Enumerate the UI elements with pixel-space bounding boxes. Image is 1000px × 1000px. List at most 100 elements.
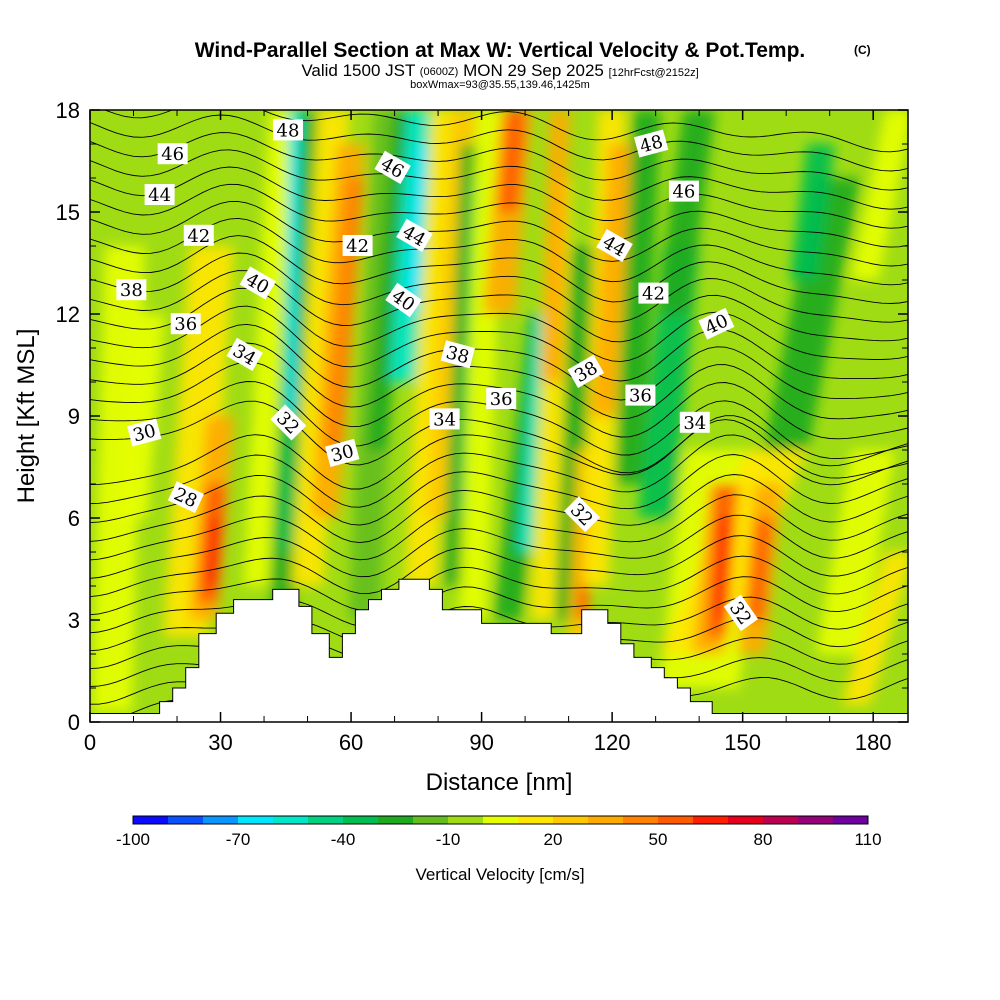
contour-label-box xyxy=(429,408,460,430)
pot-temp-contour xyxy=(90,114,908,172)
colorbar-tick-label: 80 xyxy=(754,830,773,849)
contour-label-box xyxy=(170,313,201,335)
contour-label: 34 xyxy=(679,411,710,434)
contour-label-text: 42 xyxy=(642,284,665,305)
contour-label-text: 34 xyxy=(683,413,706,434)
contour-label-box xyxy=(396,218,433,252)
chart-title: Wind-Parallel Section at Max W: Vertical… xyxy=(195,39,806,62)
pot-temp-contour xyxy=(90,149,908,210)
contour-label: 44 xyxy=(144,184,175,206)
contour-label-box xyxy=(374,150,411,184)
contour-label: 42 xyxy=(183,224,214,247)
x-tick-label: 0 xyxy=(84,730,96,755)
pot-temp-contour xyxy=(90,235,908,304)
contour-label-text: 36 xyxy=(629,386,652,407)
x-tick-label: 180 xyxy=(855,730,892,755)
pot-temp-contour xyxy=(90,323,908,401)
y-tick-label: 6 xyxy=(68,506,80,531)
pot-temp-contour xyxy=(90,514,908,579)
colorbar-tick-label: 110 xyxy=(854,830,881,849)
pot-temp-contour xyxy=(90,200,908,267)
chart-subtitle: Valid 1500 JST (0600Z) MON 29 Sep 2025 [… xyxy=(301,60,698,80)
colorbar: -100 -70 -40 -10 20 50 80 110 xyxy=(116,815,882,849)
contour-label-text: 34 xyxy=(433,409,456,430)
contour-label-text: 42 xyxy=(187,226,210,247)
x-tick-label: 30 xyxy=(208,730,232,755)
contour-label-box xyxy=(144,184,175,205)
colorbar-swatch xyxy=(168,816,204,824)
valid-time: Valid 1500 JST xyxy=(301,61,415,80)
contour-label-box xyxy=(723,594,759,632)
contour-label-text: 36 xyxy=(174,314,197,335)
copyright-mark: (C) xyxy=(854,43,871,57)
contour-label-box xyxy=(385,282,422,318)
colorbar-swatch xyxy=(798,816,834,824)
y-tick-label: 18 xyxy=(56,98,80,123)
x-axis-label: Distance [nm] xyxy=(426,769,573,796)
contour-label: 36 xyxy=(486,388,517,410)
y-tick-label: 3 xyxy=(68,608,80,633)
colorbar-swatch xyxy=(728,816,764,824)
contour-label: 42 xyxy=(342,235,373,257)
contour-label: 48 xyxy=(272,119,303,141)
pot-temp-contour xyxy=(90,474,908,544)
colorbar-swatch xyxy=(133,816,169,824)
contour-label-box xyxy=(157,143,188,165)
x-tick-label: 60 xyxy=(339,730,363,755)
colorbar-swatch xyxy=(343,816,379,824)
contour-label-box xyxy=(596,228,633,263)
contour-label-text: 46 xyxy=(672,182,695,203)
colorbar-swatch xyxy=(203,816,239,824)
colorbar-frame xyxy=(132,815,869,825)
contour-label-box xyxy=(625,384,656,406)
colorbar-tick-label: 50 xyxy=(649,830,668,849)
colorbar-swatch xyxy=(308,816,344,824)
pot-temp-contour xyxy=(90,342,908,420)
contour-label-box xyxy=(239,266,277,300)
colorbar-tick-label: -10 xyxy=(436,830,461,849)
pot-temp-contour xyxy=(90,415,908,490)
colorbar-swatch xyxy=(553,816,589,824)
x-axis: 0 30 60 90 120 150 180 xyxy=(84,110,892,755)
y-tick-label: 12 xyxy=(56,302,80,327)
colorbar-swatch xyxy=(763,816,799,824)
terrain xyxy=(90,578,908,722)
pot-temp-contour xyxy=(90,287,908,363)
pot-temp-contour xyxy=(90,555,908,616)
contour-label-box xyxy=(440,340,476,369)
colorbar-swatch xyxy=(448,816,484,824)
valid-utc: (0600Z) xyxy=(420,66,459,78)
contour-label-box xyxy=(563,496,601,533)
colorbar-swatch xyxy=(273,816,309,824)
contour-label-box xyxy=(325,438,360,467)
pot-temp-contour xyxy=(90,183,908,248)
colorbar-swatch xyxy=(588,816,624,824)
contour-label: 36 xyxy=(170,313,201,335)
contour-label-text: 42 xyxy=(346,236,369,257)
colorbar-tick-label: -100 xyxy=(116,830,150,849)
contour-label-text: 36 xyxy=(490,389,513,410)
contour-label-box xyxy=(486,388,517,409)
contour-label-box xyxy=(567,354,605,388)
contour-label-box xyxy=(342,235,373,256)
forecast-info: [12hrFcst@2152z] xyxy=(609,67,699,79)
pot-temp-contour xyxy=(90,494,908,561)
pot-temp-contour xyxy=(90,166,908,229)
contour-label-text: 46 xyxy=(161,144,184,165)
contour-label-box xyxy=(638,282,669,304)
pot-temp-contour xyxy=(90,434,908,508)
contour-label-text: 44 xyxy=(148,185,171,206)
colorbar-swatch xyxy=(693,816,729,824)
pot-temp-contour xyxy=(103,110,908,153)
box-info: boxWmax=93@35.55,139.46,1425m xyxy=(410,79,590,91)
pot-temp-contour xyxy=(90,576,908,634)
pot-temp-contour xyxy=(90,252,908,323)
contour-label-box xyxy=(270,404,307,441)
contour-label: 36 xyxy=(625,384,656,407)
pot-temp-contour xyxy=(90,132,908,191)
pot-temp-contour xyxy=(90,400,908,479)
pot-temp-contour xyxy=(90,454,908,526)
y-axis-label: Height [Kft MSL] xyxy=(13,329,40,504)
